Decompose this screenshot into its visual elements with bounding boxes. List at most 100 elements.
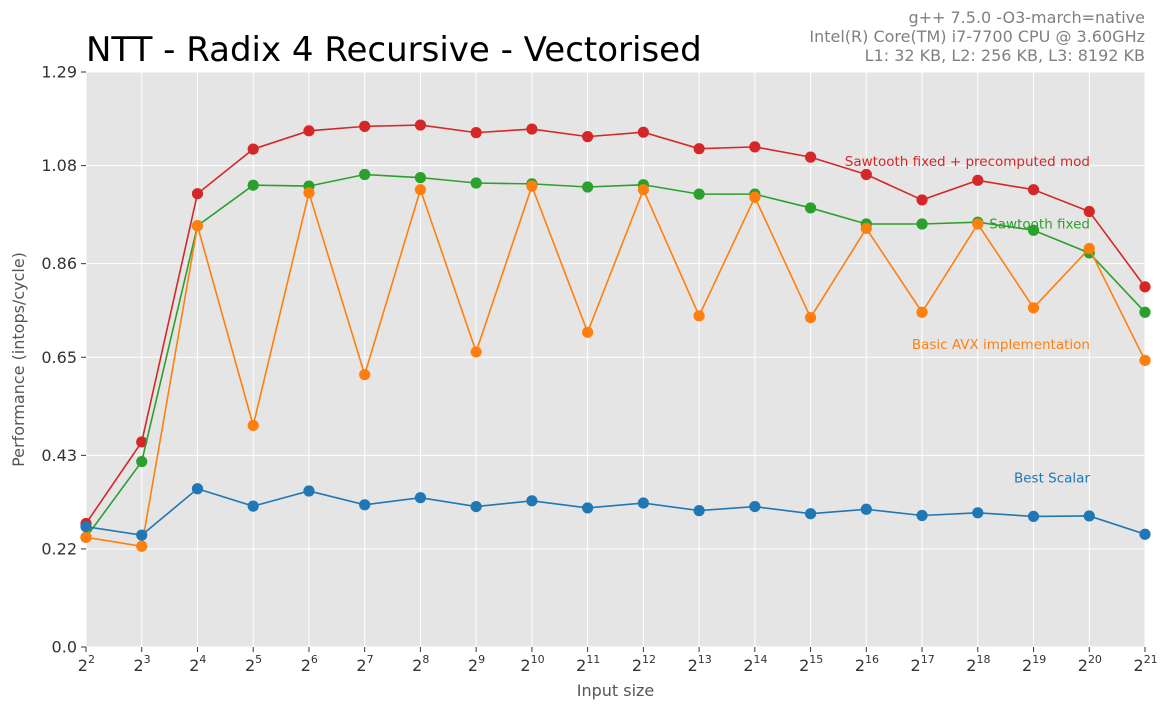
plot-area [86, 72, 1145, 647]
data-point-basic-avx-implementation [526, 180, 538, 192]
series-label-best-scalar: Best Scalar [1014, 471, 1090, 487]
data-point-best-scalar [582, 502, 594, 514]
x-tick-label: 28 [412, 653, 429, 675]
series-line-sawtooth-fixed [85, 173, 1146, 538]
data-point-sawtooth-fixed-precomputed-mod [860, 168, 872, 181]
data-point-best-scalar [1083, 510, 1095, 522]
data-point-basic-avx-implementation [303, 187, 315, 199]
y-tick-label: 1.29 [41, 63, 77, 82]
x-tick-label: 216 [855, 653, 879, 675]
x-tick-label: 218 [966, 653, 990, 675]
series-line-basic-avx-implementation [85, 183, 1146, 548]
data-point-sawtooth-fixed [693, 188, 705, 200]
data-point-sawtooth-fixed-precomputed-mod [191, 188, 204, 200]
data-point-best-scalar [191, 483, 204, 495]
data-point-sawtooth-fixed-precomputed-mod [916, 194, 928, 206]
data-point-best-scalar [693, 505, 705, 517]
x-tick-label: 27 [356, 653, 373, 675]
data-point-best-scalar [136, 529, 148, 541]
data-point-best-scalar [414, 492, 427, 504]
x-tick-label: 29 [468, 653, 485, 675]
data-point-sawtooth-fixed [470, 177, 482, 189]
data-point-basic-avx-implementation [414, 184, 427, 196]
meta-compiler: g++ 7.5.0 -O3-march=native [908, 8, 1145, 27]
data-point-basic-avx-implementation [972, 218, 984, 230]
x-tick-label: 214 [743, 653, 767, 675]
data-point-best-scalar [303, 485, 315, 497]
data-point-sawtooth-fixed [1139, 306, 1151, 318]
series-label-sawtooth-fixed: Sawtooth fixed [989, 217, 1090, 233]
x-tick-label: 215 [799, 653, 823, 675]
meta-cpu: Intel(R) Core(TM) i7-7700 CPU @ 3.60GHz [809, 27, 1145, 46]
x-tick-label: 210 [520, 653, 544, 675]
grid [85, 71, 1146, 648]
data-point-basic-avx-implementation [916, 306, 928, 318]
data-point-sawtooth-fixed-precomputed-mod [526, 123, 538, 135]
x-tick-label: 22 [78, 653, 95, 675]
x-tick-label: 220 [1078, 653, 1102, 675]
data-point-basic-avx-implementation [693, 310, 705, 322]
data-point-sawtooth-fixed-precomputed-mod [749, 141, 761, 153]
meta-cache: L1: 32 KB, L2: 256 KB, L3: 8192 KB [865, 46, 1145, 65]
y-tick-label: 0.86 [41, 254, 77, 273]
data-point-sawtooth-fixed [804, 202, 817, 214]
data-point-basic-avx-implementation [247, 419, 259, 432]
data-point-sawtooth-fixed [582, 181, 594, 193]
data-point-sawtooth-fixed-precomputed-mod [804, 151, 817, 163]
data-point-sawtooth-fixed-precomputed-mod [972, 174, 984, 186]
data-point-best-scalar [860, 503, 872, 515]
data-point-basic-avx-implementation [582, 326, 594, 338]
series-line-sawtooth-fixed-precomputed-mod [85, 124, 1146, 524]
data-point-best-scalar [1139, 528, 1151, 540]
data-point-basic-avx-implementation [749, 191, 761, 203]
x-tick-label: 24 [189, 653, 206, 675]
data-point-sawtooth-fixed-precomputed-mod [359, 120, 371, 132]
y-tick-label: 1.08 [41, 156, 77, 175]
x-tick-label: 23 [133, 653, 150, 675]
data-point-sawtooth-fixed-precomputed-mod [414, 119, 427, 131]
data-point-sawtooth-fixed [916, 218, 928, 230]
y-tick-label: 0.22 [41, 539, 77, 558]
x-tick-label: 25 [245, 653, 262, 675]
data-point-best-scalar [1027, 510, 1040, 522]
data-point-sawtooth-fixed-precomputed-mod [693, 143, 705, 155]
data-point-basic-avx-implementation [1139, 354, 1151, 366]
y-tick-label: 0.65 [41, 348, 77, 367]
x-tick-label: 213 [688, 653, 712, 675]
data-point-sawtooth-fixed [359, 168, 371, 181]
x-tick-label: 221 [1134, 653, 1158, 675]
data-point-best-scalar [80, 521, 92, 533]
data-point-sawtooth-fixed-precomputed-mod [582, 131, 594, 143]
data-point-basic-avx-implementation [1027, 302, 1040, 314]
series-best-scalar [80, 483, 1151, 541]
data-point-basic-avx-implementation [860, 222, 872, 235]
series-labels: Sawtooth fixed + precomputed mod Sawtooth… [845, 154, 1091, 486]
data-point-best-scalar [916, 509, 928, 522]
x-tick-labels: 22 23 24 25 26 27 28 29 210 211 212 213 214 215 216 217… [78, 647, 1158, 675]
data-point-basic-avx-implementation [80, 531, 92, 543]
y-tick-labels: 0.0 0.22 0.43 0.65 0.86 1.08 1.29 [41, 63, 86, 657]
data-point-best-scalar [972, 507, 984, 519]
data-point-sawtooth-fixed-precomputed-mod [136, 436, 148, 448]
data-point-basic-avx-implementation [1083, 242, 1095, 255]
y-tick-label: 0.0 [52, 638, 77, 657]
data-point-basic-avx-implementation [637, 184, 649, 196]
data-point-basic-avx-implementation [136, 540, 148, 552]
data-point-sawtooth-fixed [247, 179, 259, 191]
data-point-sawtooth-fixed-precomputed-mod [303, 125, 315, 137]
series-line-best-scalar [85, 487, 1146, 536]
series-basic-avx-implementation [80, 180, 1151, 552]
data-point-best-scalar [247, 500, 259, 512]
series-group [80, 119, 1151, 552]
data-point-sawtooth-fixed-precomputed-mod [1083, 205, 1095, 218]
data-point-sawtooth-fixed-precomputed-mod [247, 143, 259, 155]
data-point-sawtooth-fixed-precomputed-mod [1027, 184, 1040, 196]
x-tick-label: 26 [301, 653, 318, 675]
x-tick-label: 211 [576, 653, 600, 675]
data-point-best-scalar [637, 497, 649, 509]
data-point-sawtooth-fixed-precomputed-mod [470, 127, 482, 139]
data-point-best-scalar [526, 495, 538, 507]
data-point-sawtooth-fixed-precomputed-mod [1139, 281, 1151, 293]
data-point-best-scalar [804, 508, 817, 520]
